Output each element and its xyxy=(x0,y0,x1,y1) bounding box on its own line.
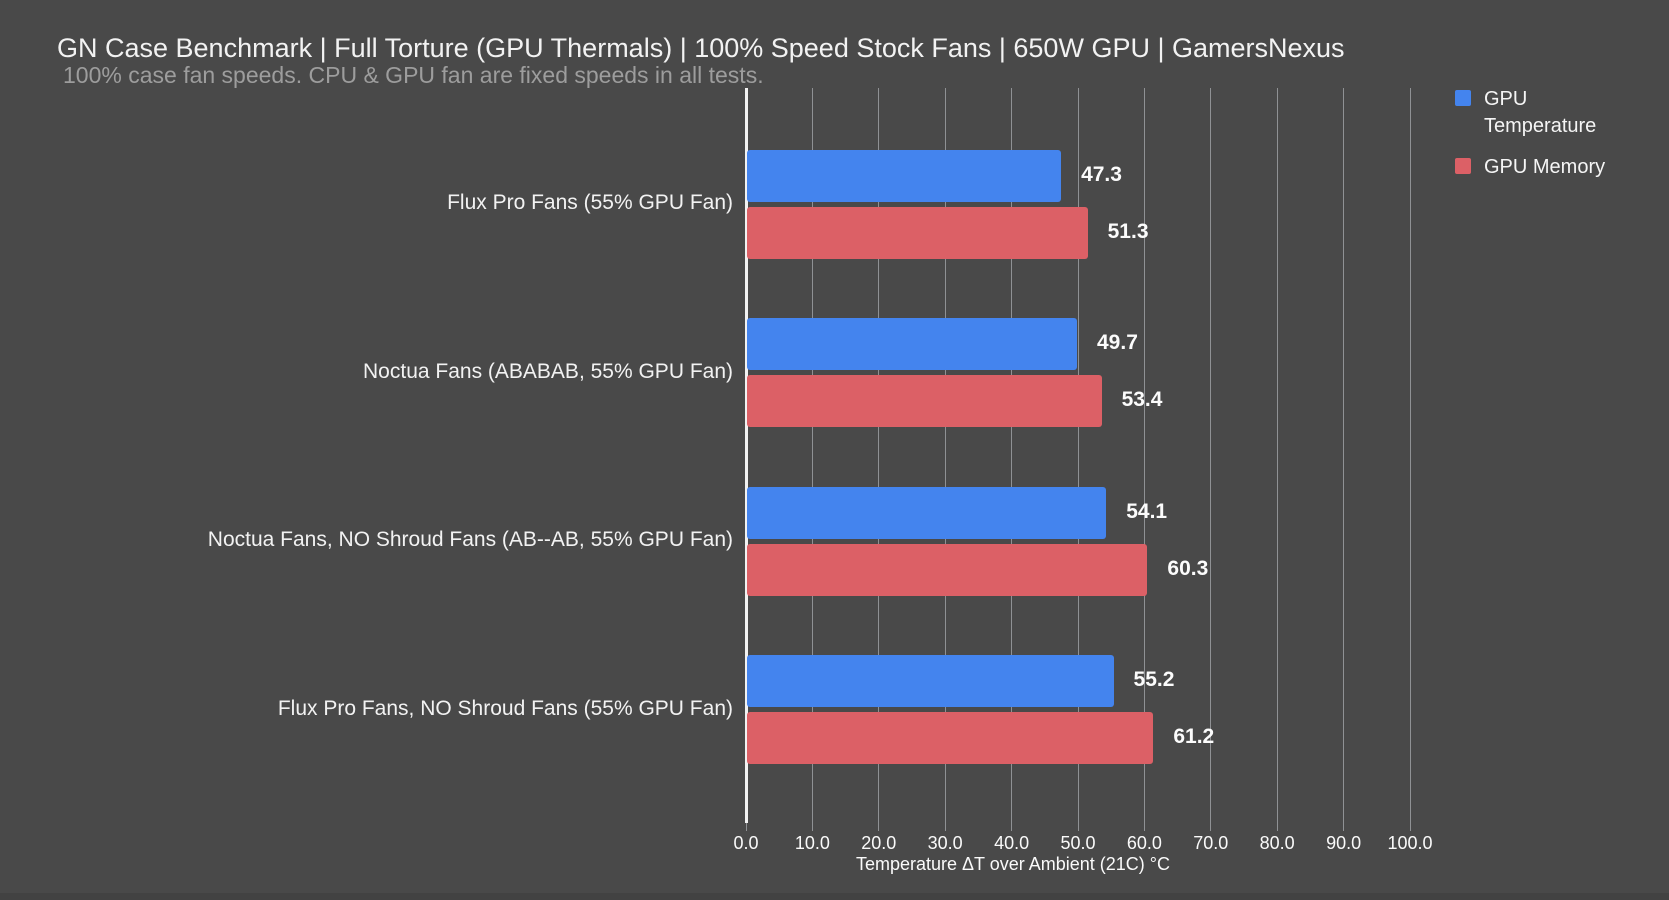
category-label-2: Noctua Fans, NO Shroud Fans (AB--AB, 55%… xyxy=(207,528,733,551)
x-tick-label-20.0: 20.0 xyxy=(861,833,897,853)
bar-gpu-memory-0 xyxy=(747,206,1088,259)
x-tick-label-30.0: 30.0 xyxy=(927,833,963,853)
gridline-30 xyxy=(944,88,946,823)
value-label-gpu-memory-3: 61.2 xyxy=(1173,725,1215,748)
x-tick-mark-90.0 xyxy=(1343,823,1345,831)
value-label-gpu-temperature-2: 54.1 xyxy=(1126,499,1168,523)
chart-subtitle: 100% case fan speeds. CPU & GPU fan are … xyxy=(63,62,764,88)
category-label-3: Flux Pro Fans, NO Shroud Fans (55% GPU F… xyxy=(277,696,733,720)
x-tick-mark-70.0 xyxy=(1210,823,1212,831)
gridline-40 xyxy=(1011,88,1013,823)
gridline-90 xyxy=(1343,88,1345,823)
category-label-1: Noctua Fans (ABABAB, 55% GPU Fan) xyxy=(363,359,733,383)
x-tick-label-100.0: 100.0 xyxy=(1387,833,1433,853)
bar-gpu-memory-3 xyxy=(747,712,1154,764)
bar-gpu-temperature-0 xyxy=(747,149,1062,202)
bottom-edge xyxy=(0,893,1669,900)
gridline-60 xyxy=(1143,88,1145,823)
legend-item-gpu-temperature: GPU Temperature xyxy=(1455,86,1608,140)
legend-item-gpu-memory: GPU Memory xyxy=(1455,154,1608,181)
gridline-10 xyxy=(811,88,813,823)
value-label-gpu-temperature-3: 55.2 xyxy=(1133,668,1175,691)
value-label-gpu-memory-2: 60.3 xyxy=(1167,556,1209,580)
bar-gpu-temperature-2 xyxy=(747,486,1107,539)
bar-gpu-temperature-1 xyxy=(747,318,1077,370)
legend-swatch-gpu-temperature-icon xyxy=(1455,90,1471,106)
bar-gpu-memory-1 xyxy=(747,375,1102,427)
x-tick-label-50.0: 50.0 xyxy=(1060,833,1096,853)
category-label-0: Flux Pro Fans (55% GPU Fan) xyxy=(447,191,733,214)
x-tick-label-40.0: 40.0 xyxy=(994,833,1030,853)
gridline-80 xyxy=(1276,88,1278,823)
legend-swatch-gpu-memory-icon xyxy=(1455,158,1471,174)
gridline-50 xyxy=(1077,88,1079,823)
legend: GPU Temperature GPU Memory xyxy=(1455,86,1608,195)
x-tick-label-60.0: 60.0 xyxy=(1126,833,1162,853)
zero-axis-line xyxy=(744,88,748,823)
x-tick-label-0.0: 0.0 xyxy=(733,833,759,853)
x-tick-mark-40.0 xyxy=(1011,823,1013,831)
x-tick-mark-10.0 xyxy=(811,823,813,831)
legend-label-gpu-temperature: GPU Temperature xyxy=(1484,88,1597,137)
gridline-70 xyxy=(1210,88,1212,823)
gridline-20 xyxy=(878,88,880,823)
chart-title: GN Case Benchmark | Full Torture (GPU Th… xyxy=(57,33,1345,63)
x-tick-mark-80.0 xyxy=(1276,823,1278,831)
x-tick-label-90.0: 90.0 xyxy=(1326,833,1362,853)
value-label-gpu-memory-1: 53.4 xyxy=(1121,388,1163,411)
x-tick-mark-50.0 xyxy=(1077,823,1079,831)
x-tick-label-70.0: 70.0 xyxy=(1193,833,1229,853)
x-tick-label-80.0: 80.0 xyxy=(1259,833,1295,853)
value-label-gpu-temperature-1: 49.7 xyxy=(1097,331,1138,354)
bar-gpu-memory-2 xyxy=(747,543,1148,596)
x-tick-mark-20.0 xyxy=(878,823,880,831)
x-tick-label-10.0: 10.0 xyxy=(794,833,830,853)
legend-label-gpu-memory: GPU Memory xyxy=(1484,156,1606,178)
bar-gpu-temperature-3 xyxy=(747,655,1114,707)
x-tick-mark-60.0 xyxy=(1143,823,1145,831)
x-tick-mark-0.0 xyxy=(745,823,747,831)
value-label-gpu-memory-0: 51.3 xyxy=(1107,219,1149,243)
x-tick-mark-100.0 xyxy=(1409,823,1411,831)
x-axis-title: Temperature ΔT over Ambient (21C) °C xyxy=(855,854,1170,874)
x-tick-mark-30.0 xyxy=(944,823,946,831)
gridline-100 xyxy=(1409,88,1411,823)
value-label-gpu-temperature-0: 47.3 xyxy=(1081,162,1122,186)
